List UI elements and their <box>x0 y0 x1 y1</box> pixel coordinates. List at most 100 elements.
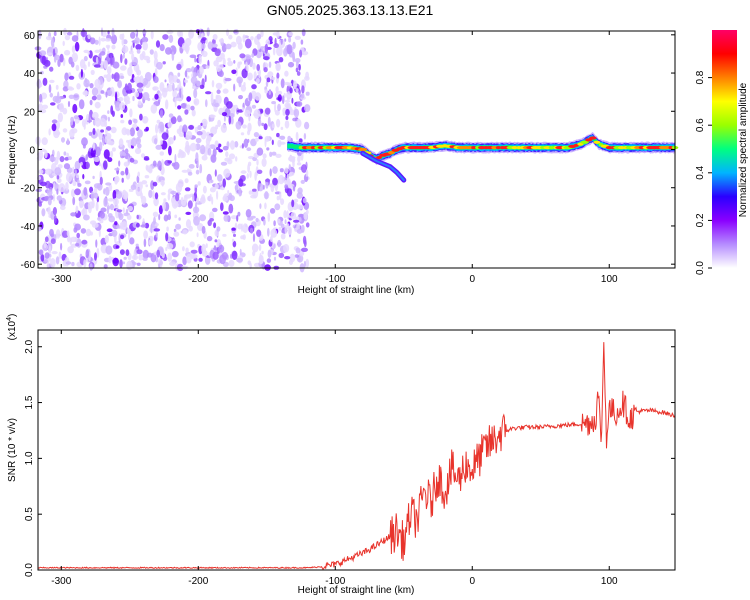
noise-speckle <box>111 229 118 237</box>
noise-speckle <box>184 187 191 192</box>
noise-speckle <box>152 190 155 200</box>
noise-speckle <box>253 71 257 81</box>
noise-speckle <box>49 79 55 84</box>
noise-speckle <box>184 109 189 115</box>
noise-speckle <box>257 41 261 50</box>
noise-speckle <box>168 113 174 118</box>
noise-speckle <box>46 52 53 56</box>
noise-speckle <box>186 96 192 102</box>
noise-speckle <box>240 170 247 174</box>
noise-speckle <box>175 223 182 230</box>
noise-speckle <box>53 55 57 63</box>
noise-speckle <box>178 149 183 156</box>
noise-speckle <box>141 36 149 43</box>
noise-speckle <box>247 72 253 81</box>
noise-speckle <box>123 95 130 103</box>
noise-speckle <box>100 37 106 42</box>
noise-speckle <box>142 41 148 51</box>
noise-speckle <box>305 222 310 228</box>
noise-speckle <box>278 135 286 140</box>
noise-speckle <box>268 61 272 68</box>
signal-core-segment <box>593 140 601 144</box>
signal-core-segment <box>548 146 555 150</box>
noise-speckle <box>300 93 305 99</box>
noise-speckle <box>111 110 115 117</box>
noise-speckle <box>292 51 295 61</box>
noise-speckle <box>213 222 217 229</box>
noise-speckle <box>114 221 118 226</box>
noise-speckle <box>239 53 246 59</box>
noise-speckle <box>89 83 94 89</box>
noise-speckle <box>126 260 133 271</box>
noise-speckle <box>142 116 149 124</box>
noise-speckle <box>38 150 44 160</box>
noise-speckle <box>256 64 261 71</box>
noise-speckle <box>78 157 86 164</box>
noise-speckle <box>247 129 251 136</box>
noise-speckle <box>158 213 161 221</box>
noise-speckle <box>44 150 48 159</box>
noise-speckle <box>196 80 201 87</box>
noise-speckle <box>152 181 158 187</box>
snr-x-tick-label: 0 <box>469 576 475 587</box>
noise-speckle <box>139 75 144 84</box>
noise-speckle <box>66 138 69 146</box>
noise-speckle <box>126 129 131 136</box>
noise-speckle <box>109 150 114 158</box>
noise-speckle <box>94 39 99 45</box>
noise-speckle <box>262 184 265 190</box>
noise-speckle <box>48 84 52 94</box>
noise-speckle <box>166 226 169 232</box>
noise-speckle <box>123 256 127 260</box>
noise-speckle <box>199 196 206 204</box>
signal-core-segment <box>310 146 316 150</box>
noise-speckle <box>295 118 302 128</box>
noise-speckle <box>173 202 179 208</box>
noise-speckle <box>214 169 217 177</box>
noise-speckle <box>125 167 129 176</box>
noise-speckle <box>283 243 290 253</box>
noise-speckle <box>195 152 199 162</box>
noise-speckle <box>132 95 135 102</box>
noise-speckle <box>115 245 120 249</box>
noise-speckle <box>176 263 184 272</box>
signal-core-segment <box>580 140 589 144</box>
noise-speckle <box>197 125 202 131</box>
noise-speckle <box>276 195 280 201</box>
noise-speckle <box>280 233 286 240</box>
noise-speckle <box>177 30 182 37</box>
noise-speckle <box>105 126 112 131</box>
noise-speckle <box>171 51 175 61</box>
noise-speckle <box>90 147 96 158</box>
snr-y-label: SNR (10 * v/v) <box>7 418 18 482</box>
noise-speckle <box>286 188 293 197</box>
noise-speckle <box>250 138 257 147</box>
noise-speckle <box>45 180 51 189</box>
noise-speckle <box>99 220 104 224</box>
noise-speckle <box>260 29 264 38</box>
noise-speckle <box>185 211 192 215</box>
noise-speckle <box>143 156 150 161</box>
noise-speckle <box>83 187 88 196</box>
noise-speckle <box>219 181 222 186</box>
noise-speckle <box>279 168 284 173</box>
noise-speckle <box>293 219 300 223</box>
noise-speckle <box>67 246 74 254</box>
noise-speckle <box>163 198 167 203</box>
noise-speckle <box>78 99 85 110</box>
signal-core-segment <box>471 146 476 150</box>
noise-speckle <box>62 128 68 133</box>
noise-speckle <box>105 245 113 255</box>
noise-speckle <box>236 214 239 222</box>
noise-speckle <box>50 233 54 238</box>
noise-speckle <box>68 94 75 100</box>
noise-speckle <box>259 260 264 264</box>
noise-speckle <box>88 113 91 124</box>
noise-speckle <box>288 164 291 172</box>
noise-speckle <box>48 128 51 136</box>
noise-speckle <box>90 220 97 225</box>
noise-speckle <box>199 163 203 174</box>
noise-speckle <box>103 188 106 195</box>
noise-speckle <box>244 109 251 118</box>
noise-speckle <box>126 228 131 234</box>
